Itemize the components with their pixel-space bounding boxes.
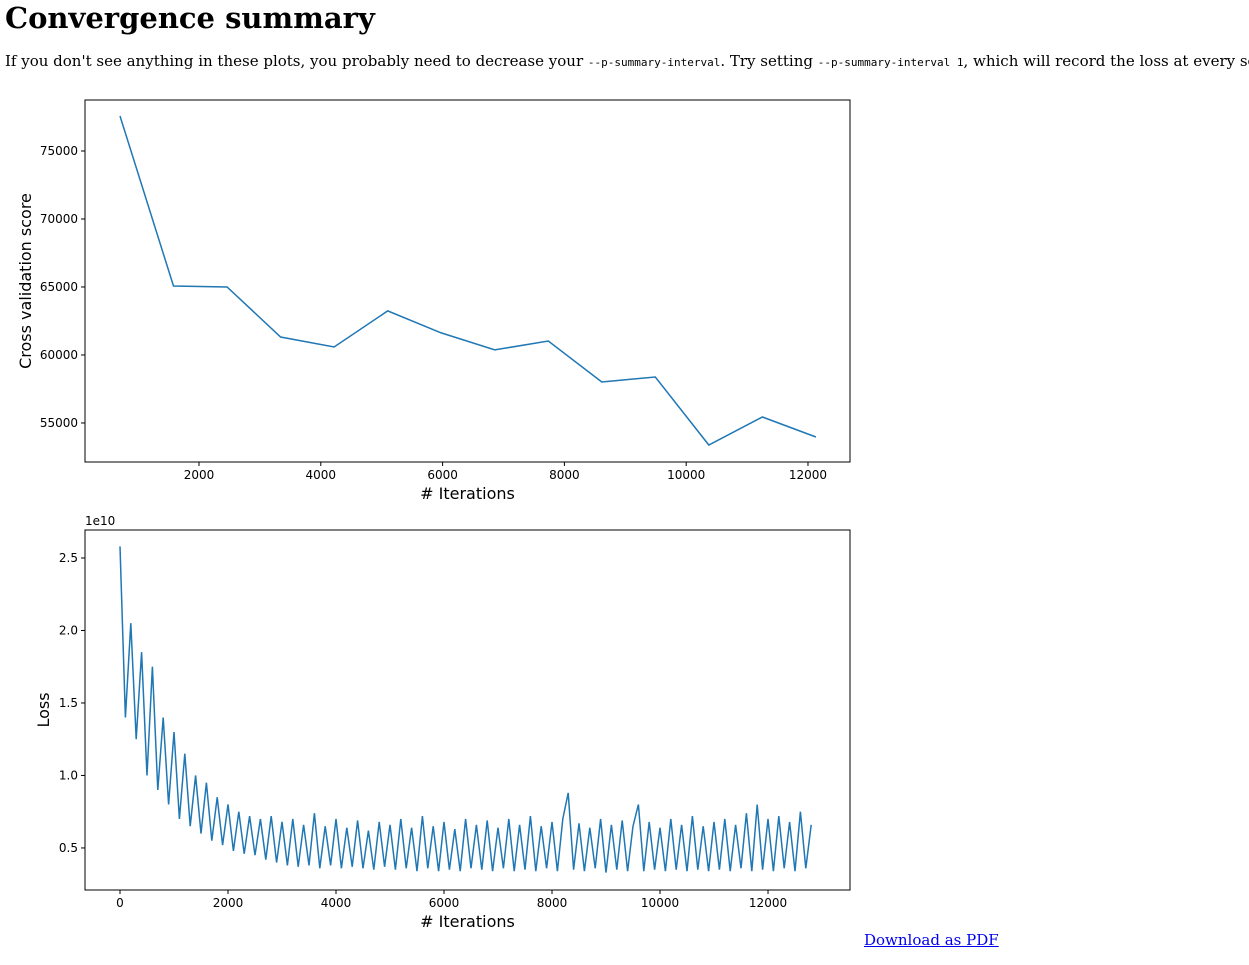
- x-tick-label: 12000: [789, 468, 827, 482]
- text-run: . Try setting: [720, 52, 818, 70]
- download-link[interactable]: Download as PDF: [864, 931, 999, 949]
- page-title: Convergence summary: [5, 1, 375, 35]
- x-tick-label: 0: [116, 896, 124, 910]
- x-tick-label: 2000: [184, 468, 215, 482]
- x-tick-label: 6000: [427, 468, 458, 482]
- x-tick-label: 4000: [321, 896, 352, 910]
- x-tick-label: 12000: [749, 896, 787, 910]
- y-axis-label: Cross validation score: [16, 193, 35, 369]
- plots: 2000 4000 6000 8000 10000 1200055000600006500…: [16, 99, 851, 930]
- y-tick-label: 65000: [40, 280, 78, 294]
- inline-code: --p-summary-interval 1: [817, 56, 964, 69]
- x-tick-label: 6000: [429, 896, 460, 910]
- x-tick-label: 10000: [667, 468, 705, 482]
- x-tick-label: 2000: [213, 896, 244, 910]
- y-axis-label: Loss: [34, 692, 53, 727]
- y-tick-label: 55000: [40, 416, 78, 430]
- y-tick-label: 75000: [40, 144, 78, 158]
- x-tick-label: 8000: [549, 468, 580, 482]
- inline-code: --p-summary-interval: [587, 56, 721, 69]
- x-tick-label: 8000: [537, 896, 568, 910]
- y-tick-label: 60000: [40, 348, 78, 362]
- y-tick-label: 0.5: [59, 841, 78, 855]
- y-tick-label: 70000: [40, 212, 78, 226]
- plot-frame: [84, 99, 851, 463]
- data-line: [119, 546, 812, 873]
- x-axis-label: # Iterations: [420, 484, 515, 503]
- y-tick-label: 1.0: [59, 768, 78, 782]
- intro-paragraph: If you don't see anything in these plots…: [5, 52, 1249, 70]
- x-axis-label: # Iterations: [420, 912, 515, 930]
- data-line: [119, 115, 817, 446]
- y-offset-label: 1e10: [85, 514, 115, 528]
- x-tick-label: 4000: [306, 468, 337, 482]
- plot-frame: [84, 529, 851, 891]
- x-tick-label: 10000: [641, 896, 679, 910]
- y-tick-label: 2.5: [59, 551, 78, 565]
- y-tick-label: 2.0: [59, 623, 78, 637]
- y-tick-label: 1.5: [59, 696, 78, 710]
- text-run: If you don't see anything in these plots…: [5, 52, 588, 70]
- text-run: , which will record the loss at every se…: [963, 52, 1249, 70]
